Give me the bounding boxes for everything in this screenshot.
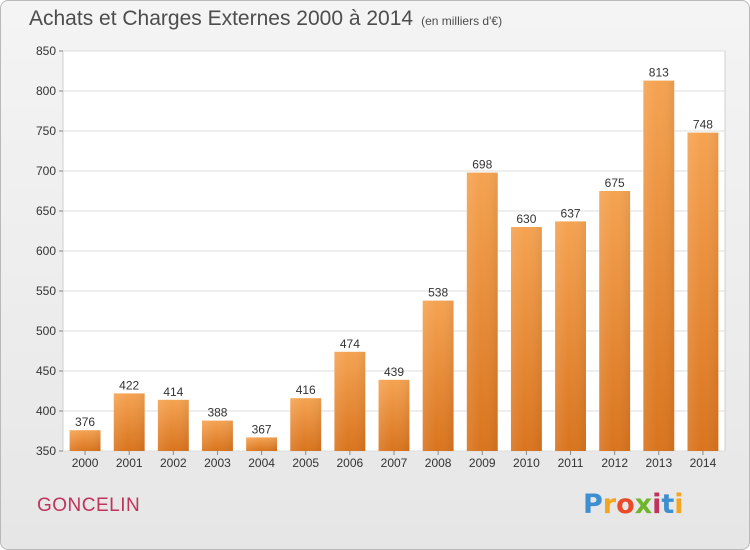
y-tick-label: 350 — [36, 444, 56, 458]
y-tick-label: 600 — [36, 244, 56, 258]
y-axis: 350 400 450 500 550 600 650 700 750 800 850 — [36, 44, 63, 458]
data-label-2014: 748 — [693, 118, 713, 132]
logo-letter: x — [634, 489, 653, 520]
data-label-2007: 439 — [384, 365, 404, 379]
bar-shading-2001 — [113, 393, 145, 451]
bar-shading-2005 — [290, 398, 322, 451]
bar-shading-2004 — [246, 437, 278, 451]
bar-shading-2002 — [157, 399, 189, 451]
bar-shading-2012 — [599, 191, 631, 451]
data-label-2005: 416 — [296, 383, 316, 397]
data-label-2013: 813 — [649, 66, 669, 80]
bar-shading-2003 — [202, 420, 233, 451]
data-label-2011: 637 — [561, 206, 581, 220]
x-tick-label-2012: 2012 — [601, 456, 628, 470]
proxiti-logo: Proxiti — [583, 489, 684, 520]
y-tick-label: 400 — [36, 404, 56, 418]
y-tick-label: 450 — [36, 364, 56, 378]
bar-shading-2013 — [643, 80, 675, 451]
y-tick-label: 650 — [36, 204, 56, 218]
x-tick-label-2003: 2003 — [204, 456, 231, 470]
data-label-2000: 376 — [75, 415, 95, 429]
bar-shading-2000 — [69, 430, 101, 451]
x-tick-label-2005: 2005 — [292, 456, 319, 470]
data-label-2006: 474 — [340, 337, 360, 351]
data-label-2002: 414 — [163, 385, 183, 399]
x-tick-label-2007: 2007 — [381, 456, 408, 470]
y-tick-label: 850 — [36, 44, 56, 58]
bar-shading-2006 — [334, 351, 366, 451]
x-tick-label-2011: 2011 — [558, 456, 584, 470]
logo-letter: t — [661, 489, 675, 520]
chart-title-text: Achats et Charges Externes 2000 à 2014 — [29, 7, 414, 30]
x-tick-label-2004: 2004 — [248, 456, 275, 470]
x-tick-label-2008: 2008 — [425, 456, 452, 470]
x-tick-label-2002: 2002 — [160, 456, 187, 470]
chart-title: Achats et Charges Externes 2000 à 2014 (e… — [29, 7, 502, 31]
x-tick-label-2009: 2009 — [469, 456, 496, 470]
logo-letter: o — [616, 489, 635, 520]
data-label-2010: 630 — [516, 212, 536, 226]
data-label-2001: 422 — [119, 378, 139, 392]
x-tick-label-2001: 2001 — [116, 456, 143, 470]
logo-letter: P — [583, 489, 603, 520]
x-tick-label-2006: 2006 — [337, 456, 364, 470]
data-label-2008: 538 — [428, 286, 448, 300]
logo-letter: i — [652, 489, 662, 520]
x-tick-label-2010: 2010 — [513, 456, 540, 470]
data-label-2004: 367 — [252, 422, 272, 436]
bar-shading-2009 — [466, 172, 498, 451]
bar-shading-2010 — [510, 227, 542, 451]
x-axis: 2000 2001 2002 2003 2004 2005 2006 2007 2008 2009… — [72, 451, 717, 470]
x-tick-label-2014: 2014 — [690, 456, 717, 470]
y-tick-label: 700 — [36, 164, 56, 178]
commune-name: GONCELIN — [37, 495, 141, 516]
bar-shading-2011 — [555, 221, 586, 451]
data-label-2003: 388 — [207, 406, 227, 420]
chart-subtitle: (en milliers d'€) — [421, 14, 503, 28]
y-tick-label: 550 — [36, 284, 56, 298]
logo-letter: r — [602, 489, 617, 520]
bar-shading-2008 — [422, 300, 454, 451]
data-labels: 376 422 414 388 367 416 474 439 538 698 630 637 675 8… — [75, 66, 713, 437]
data-label-2009: 698 — [472, 158, 492, 172]
bars — [69, 80, 719, 451]
bar-shading-2007 — [378, 379, 410, 451]
x-tick-label-2000: 2000 — [72, 456, 99, 470]
y-tick-label: 800 — [36, 84, 56, 98]
y-tick-label: 500 — [36, 324, 56, 338]
logo-letter: i — [674, 489, 684, 520]
bar-shading-2014 — [687, 132, 719, 451]
data-label-2012: 675 — [605, 176, 625, 190]
y-tick-label: 750 — [36, 124, 56, 138]
x-tick-label-2013: 2013 — [645, 456, 672, 470]
